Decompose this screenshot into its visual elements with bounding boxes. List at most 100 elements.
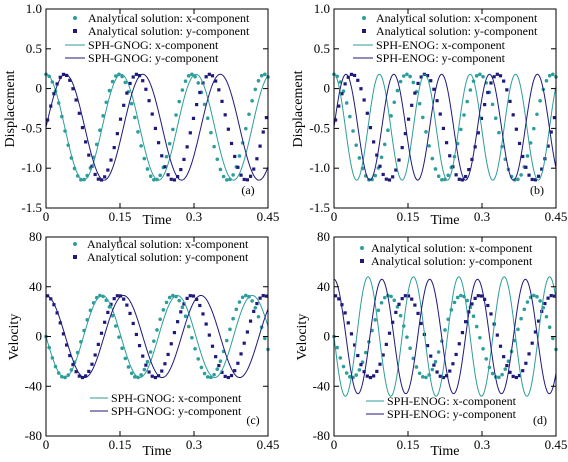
data-point (474, 74, 479, 78)
legend-label-enog-x: SPH-ENOG: x-component (376, 38, 506, 52)
data-point (522, 307, 527, 312)
data-point (180, 88, 185, 92)
data-point (382, 142, 387, 147)
data-point (118, 294, 123, 298)
data-point (498, 74, 503, 78)
data-point (96, 342, 100, 347)
data-point (551, 72, 555, 77)
x-tick-label: 0 (43, 209, 50, 224)
data-point (424, 130, 428, 134)
data-point (375, 153, 379, 157)
data-point (411, 80, 416, 85)
data-point (457, 177, 461, 181)
y-tick-label: 0.5 (26, 41, 42, 56)
data-point (198, 90, 202, 95)
series-line (333, 73, 557, 181)
data-point (348, 114, 352, 119)
panel-a-legend: Analytical solution: x-component Analyti… (65, 11, 250, 65)
data-point (58, 321, 62, 325)
data-point (248, 174, 253, 178)
data-point (471, 314, 476, 319)
data-point (231, 316, 235, 321)
data-point (517, 141, 522, 146)
data-point (452, 300, 457, 305)
data-point (123, 356, 128, 361)
data-point (341, 89, 346, 93)
data-point (152, 339, 156, 343)
data-point (533, 330, 537, 334)
data-point (215, 157, 220, 162)
data-point (384, 177, 388, 181)
data-point (207, 333, 211, 337)
data-point (444, 141, 449, 145)
y-tick-label: 0 (324, 81, 331, 96)
data-point (125, 91, 129, 95)
data-point (160, 154, 164, 158)
data-point (386, 128, 390, 133)
data-point (372, 140, 376, 144)
data-point (405, 335, 409, 339)
data-point (133, 115, 137, 120)
data-point (446, 173, 450, 178)
data-point (115, 294, 119, 298)
panel-a-ticks: 0 0.15 0.3 0.45 1.0 0.5 0 -0.5 -1.0 -1.5 (21, 1, 279, 224)
data-point (236, 165, 240, 169)
data-point (551, 336, 555, 341)
data-point (497, 130, 501, 135)
data-point (188, 131, 192, 135)
data-point (351, 129, 355, 133)
data-point (441, 126, 446, 131)
data-point (500, 372, 504, 377)
data-point (224, 178, 229, 182)
data-point (395, 305, 400, 309)
data-point (228, 327, 232, 332)
series-2 (333, 72, 557, 182)
data-point (137, 344, 142, 348)
data-point (381, 353, 385, 357)
series-4 (45, 73, 269, 181)
data-point (344, 101, 349, 105)
data-point (248, 319, 253, 323)
data-point (547, 73, 552, 78)
data-point (552, 116, 557, 120)
data-point (177, 298, 181, 303)
legend-label-gnog-y: SPH-GNOG: y-component (88, 51, 219, 65)
data-point (158, 173, 162, 178)
data-point (495, 333, 499, 337)
data-point (440, 178, 444, 182)
data-point (543, 301, 547, 306)
data-point (153, 126, 158, 131)
data-point (414, 365, 419, 369)
data-point (521, 369, 525, 373)
data-point (171, 127, 175, 132)
legend-label-enog-y: SPH-ENOG: y-component (376, 51, 506, 65)
data-point (199, 365, 204, 370)
data-point (478, 72, 482, 77)
data-point (229, 373, 234, 378)
data-point (486, 90, 490, 95)
y-tick-label: 0 (36, 329, 43, 344)
data-point (118, 117, 123, 121)
y-tick-label: -1.5 (21, 200, 42, 215)
panel-c-legend-bottom: SPH-GNOG: x-component SPH-GNOG: y-compon… (90, 391, 242, 418)
data-point (195, 103, 199, 107)
data-point (263, 336, 267, 341)
data-point (255, 301, 259, 306)
data-point (226, 375, 230, 380)
data-point (516, 177, 520, 182)
panel-d: 0 0.15 0.3 0.45 80 40 0 -40 -80 Analytical solut… (295, 229, 567, 459)
panel-a-marks (44, 72, 270, 182)
data-point (112, 146, 116, 150)
data-point (129, 371, 134, 376)
data-point (142, 367, 147, 372)
data-point (141, 79, 145, 83)
legend-label-gnog-x: SPH-GNOG: x-component (88, 38, 219, 52)
data-point (110, 313, 115, 318)
data-point (196, 357, 201, 361)
x-tick-label: 0.15 (397, 437, 420, 452)
data-point (508, 99, 512, 103)
data-point (400, 297, 404, 301)
data-point (373, 318, 378, 322)
data-point (394, 310, 398, 314)
panel-d-legend-top: Analytical solution: x-component Analyti… (360, 241, 533, 268)
